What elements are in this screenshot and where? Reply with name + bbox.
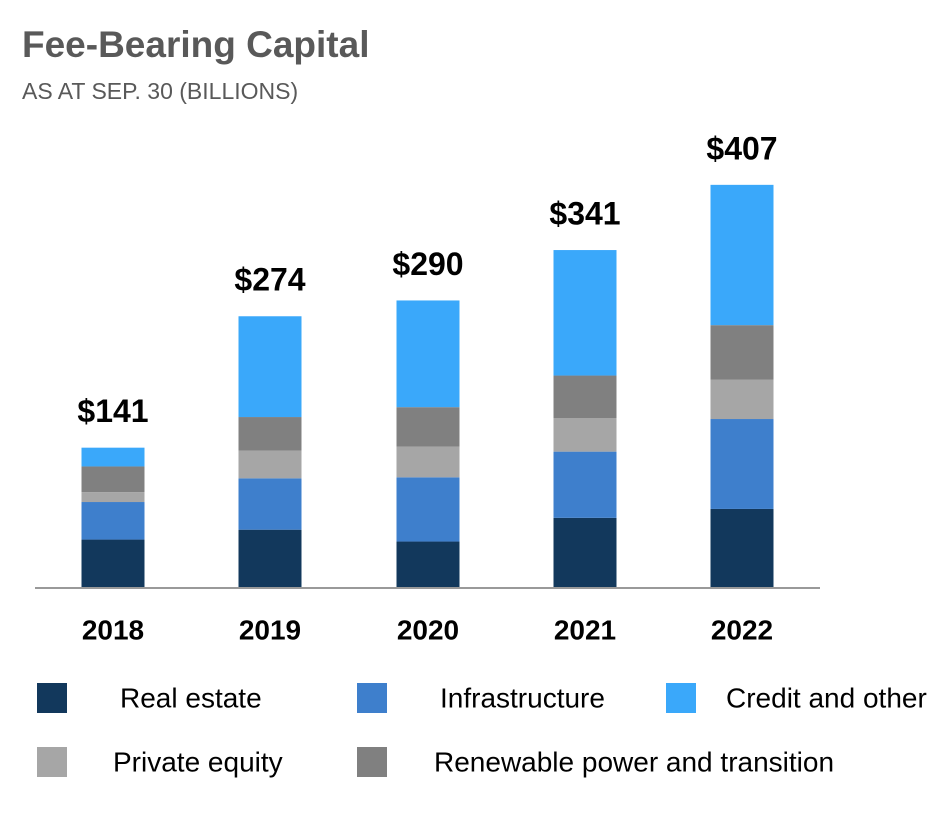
bar-segment (710, 325, 774, 380)
bar-segment (553, 418, 617, 452)
bar-segment (553, 375, 617, 419)
bar-segment (396, 446, 460, 478)
x-tick-label: 2022 (711, 614, 773, 645)
legend-swatch (37, 683, 67, 713)
x-tick-label: 2020 (397, 614, 459, 645)
bar-segment (710, 419, 774, 509)
bar-segment (238, 316, 302, 418)
legend-swatch (666, 683, 696, 713)
bar-segment (553, 250, 617, 376)
total-label: $274 (234, 262, 305, 298)
total-label: $407 (706, 130, 777, 166)
x-tick-label: 2019 (239, 614, 301, 645)
bar-segment (238, 450, 302, 479)
legend-label: Private equity (113, 746, 283, 777)
bar-segment (396, 300, 460, 408)
bar-segment (710, 379, 774, 420)
bar-segment (81, 466, 145, 493)
x-tick-label: 2021 (554, 614, 616, 645)
chart-title: Fee-Bearing Capital (22, 24, 369, 65)
bar-segment (396, 477, 460, 542)
legend-label: Renewable power and transition (434, 746, 834, 777)
bar-segment (710, 184, 774, 326)
total-label: $341 (549, 196, 620, 232)
bar-segment (396, 407, 460, 447)
bar-segment (81, 447, 145, 467)
bar-segment (81, 492, 145, 503)
total-label: $141 (77, 393, 148, 429)
bar-segment (81, 539, 145, 587)
legend-label: Infrastructure (440, 682, 605, 713)
bar-segment (81, 502, 145, 540)
bar-segment (238, 478, 302, 530)
legend-swatch (37, 747, 67, 777)
chart-subtitle: AS AT SEP. 30 (BILLIONS) (22, 78, 298, 104)
bar-segment (553, 451, 617, 518)
legend-swatch (357, 683, 387, 713)
bar-segment (238, 417, 302, 451)
bar-segment (396, 541, 460, 587)
legend-swatch (357, 747, 387, 777)
x-tick-label: 2018 (82, 614, 144, 645)
bar-segment (238, 529, 302, 587)
total-label: $290 (392, 246, 463, 282)
legend-label: Real estate (120, 682, 262, 713)
bar-segment (710, 508, 774, 587)
bar-segment (553, 517, 617, 587)
legend-label: Credit and other (726, 682, 927, 713)
